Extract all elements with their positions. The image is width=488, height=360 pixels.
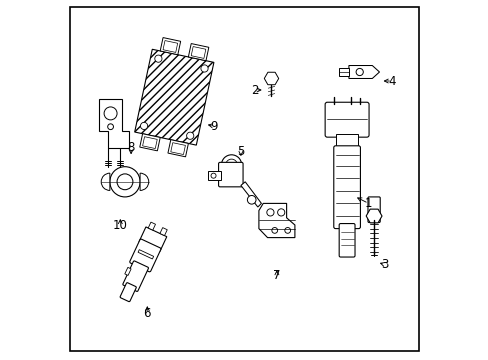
FancyBboxPatch shape: [120, 283, 136, 302]
FancyBboxPatch shape: [325, 102, 368, 137]
Wedge shape: [140, 173, 148, 190]
Circle shape: [225, 159, 237, 171]
Circle shape: [110, 167, 140, 197]
Circle shape: [186, 132, 193, 139]
Circle shape: [277, 209, 284, 216]
Bar: [148, 222, 155, 230]
Text: 2: 2: [251, 84, 259, 96]
Circle shape: [221, 155, 241, 175]
Circle shape: [266, 209, 273, 216]
Bar: [188, 44, 208, 61]
Bar: [142, 137, 157, 149]
Bar: [139, 227, 166, 251]
FancyBboxPatch shape: [333, 146, 360, 229]
Bar: [339, 68, 348, 76]
Text: 4: 4: [387, 75, 395, 87]
Circle shape: [247, 195, 256, 204]
FancyBboxPatch shape: [218, 162, 243, 187]
FancyBboxPatch shape: [129, 239, 161, 272]
Text: 6: 6: [143, 307, 151, 320]
Circle shape: [104, 107, 117, 120]
Circle shape: [117, 174, 133, 190]
Circle shape: [271, 228, 277, 233]
Bar: [138, 250, 153, 259]
Bar: [208, 171, 220, 180]
Text: 9: 9: [210, 120, 217, 132]
Text: 7: 7: [273, 269, 280, 282]
Bar: [160, 228, 167, 235]
Text: 3: 3: [381, 258, 388, 271]
Polygon shape: [348, 66, 379, 78]
FancyBboxPatch shape: [122, 261, 148, 292]
Bar: [163, 41, 177, 53]
Circle shape: [155, 55, 162, 62]
Text: 5: 5: [237, 145, 244, 158]
Circle shape: [107, 124, 113, 130]
Polygon shape: [258, 203, 294, 238]
Circle shape: [355, 68, 363, 76]
FancyBboxPatch shape: [339, 224, 354, 257]
Wedge shape: [101, 173, 110, 190]
Bar: [167, 140, 188, 157]
Bar: [134, 49, 213, 145]
Bar: [170, 143, 185, 154]
Circle shape: [284, 228, 290, 233]
Bar: [160, 37, 180, 55]
Text: 1: 1: [364, 197, 372, 210]
Circle shape: [211, 173, 216, 178]
Text: 8: 8: [127, 141, 135, 154]
Polygon shape: [99, 99, 129, 148]
Bar: [124, 267, 131, 275]
FancyBboxPatch shape: [367, 197, 380, 222]
Bar: [140, 134, 160, 151]
Text: 10: 10: [113, 219, 127, 231]
Bar: [191, 46, 205, 58]
Circle shape: [201, 65, 208, 72]
Bar: [336, 134, 357, 149]
Polygon shape: [241, 182, 261, 207]
Circle shape: [140, 122, 147, 130]
